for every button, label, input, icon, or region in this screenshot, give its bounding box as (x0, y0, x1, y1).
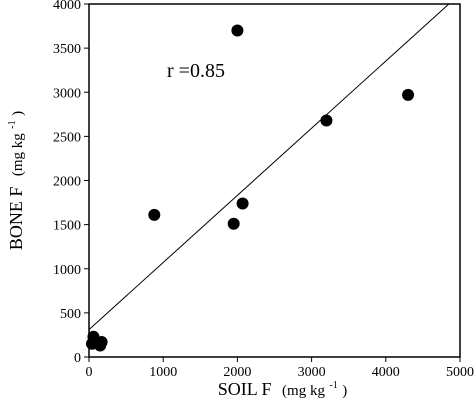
y-tick-label: 3500 (53, 42, 81, 57)
x-axis-ticks: 0 1000 2000 3000 4000 5000 (86, 357, 474, 380)
data-point (148, 208, 161, 221)
data-point (402, 88, 415, 101)
x-tick-label: 2000 (223, 365, 251, 380)
y-axis-label: BONE F (6, 187, 26, 251)
data-points (85, 24, 415, 352)
plot-frame (88, 3, 461, 358)
x-tick-label: 5000 (446, 365, 474, 380)
x-tick-label: 0 (86, 365, 93, 380)
x-axis-label: SOIL F (218, 379, 272, 399)
y-tick-label: 0 (74, 351, 81, 366)
y-axis-unit-sup: -1 (7, 120, 18, 128)
y-axis-title: BONE F (mg kg -1 ) (0, 111, 26, 250)
y-tick-label: 1000 (53, 263, 81, 278)
y-tick-label: 4000 (53, 0, 81, 13)
plot-area (88, 3, 461, 358)
y-axis-ticks: 0 500 1000 1500 2000 2500 3000 3500 4000 (53, 0, 89, 366)
regression-line-group (88, 3, 450, 331)
x-tick-label: 3000 (298, 365, 326, 380)
x-axis-unit-sup: -1 (329, 380, 337, 391)
x-axis-unit: (mg kg (282, 383, 325, 399)
data-point (236, 197, 249, 210)
data-point (95, 335, 108, 348)
regression-line (88, 3, 450, 331)
x-tick-label: 4000 (372, 365, 400, 380)
x-axis-title: SOIL F (mg kg -1 ) (218, 372, 348, 399)
y-tick-label: 1500 (53, 219, 81, 234)
y-tick-label: 2000 (53, 175, 81, 190)
y-tick-label: 500 (60, 307, 81, 322)
y-axis-unit: (mg kg (10, 133, 26, 176)
x-axis-unit-close: ) (342, 383, 347, 399)
data-point (227, 217, 240, 230)
y-tick-label: 3000 (53, 86, 81, 101)
y-tick-label: 2500 (53, 130, 81, 145)
data-point (320, 114, 333, 127)
x-tick-label: 1000 (149, 365, 177, 380)
data-point (231, 24, 244, 37)
y-axis-unit-close: ) (10, 111, 26, 116)
correlation-annotation: r =0.85 (167, 60, 225, 82)
